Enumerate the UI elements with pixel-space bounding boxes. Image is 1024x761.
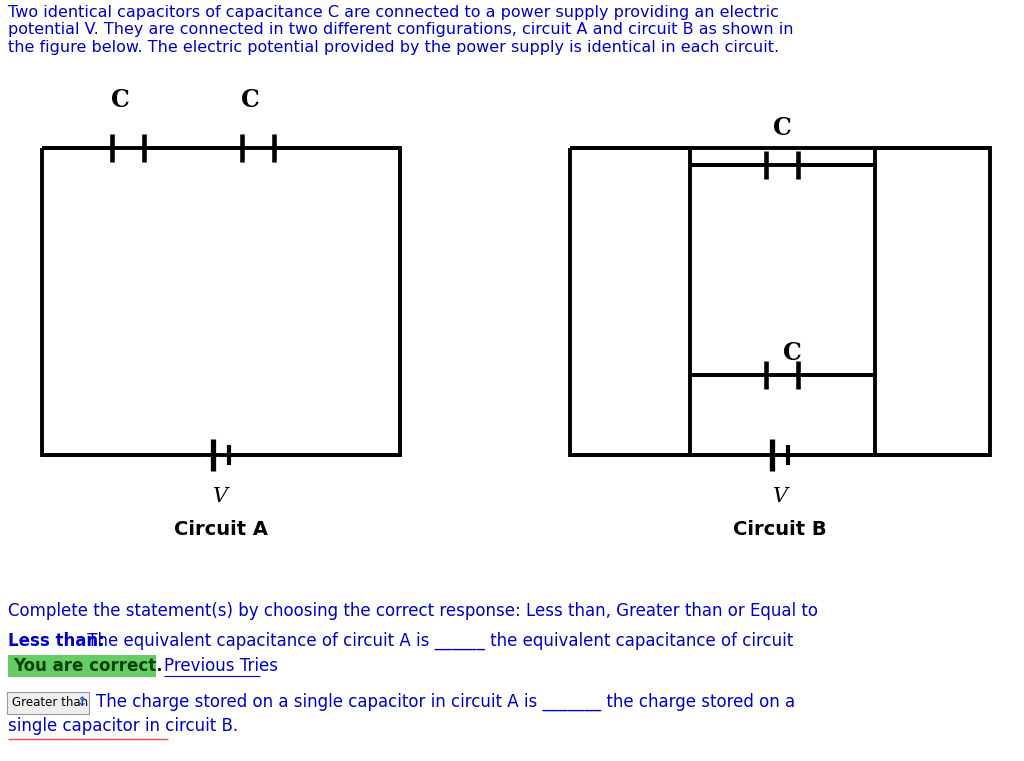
Text: Greater than: Greater than — [12, 696, 88, 709]
Text: You are correct.: You are correct. — [13, 657, 163, 675]
Text: C: C — [111, 88, 129, 112]
Text: ↕: ↕ — [76, 696, 86, 709]
Text: Previous Tries: Previous Tries — [164, 657, 278, 675]
Text: C: C — [782, 341, 802, 365]
Text: single capacitor in circuit B.: single capacitor in circuit B. — [8, 717, 239, 735]
Text: C: C — [773, 116, 792, 140]
Text: Complete the statement(s) by choosing the correct response: Less than, Greater t: Complete the statement(s) by choosing th… — [8, 602, 818, 620]
Text: V: V — [213, 487, 228, 506]
Text: C: C — [241, 88, 259, 112]
Text: Circuit A: Circuit A — [174, 520, 268, 539]
Text: The equivalent capacitance of circuit A is ______ the equivalent capacitance of : The equivalent capacitance of circuit A … — [82, 632, 794, 650]
Text: V: V — [772, 487, 787, 506]
FancyBboxPatch shape — [7, 692, 89, 714]
Text: Two identical capacitors of capacitance C are connected to a power supply provid: Two identical capacitors of capacitance … — [8, 5, 794, 55]
Text: Circuit B: Circuit B — [733, 520, 826, 539]
Text: The charge stored on a single capacitor in circuit A is _______ the charge store: The charge stored on a single capacitor … — [96, 693, 795, 712]
FancyBboxPatch shape — [8, 655, 156, 677]
Text: Less than:: Less than: — [8, 632, 104, 650]
